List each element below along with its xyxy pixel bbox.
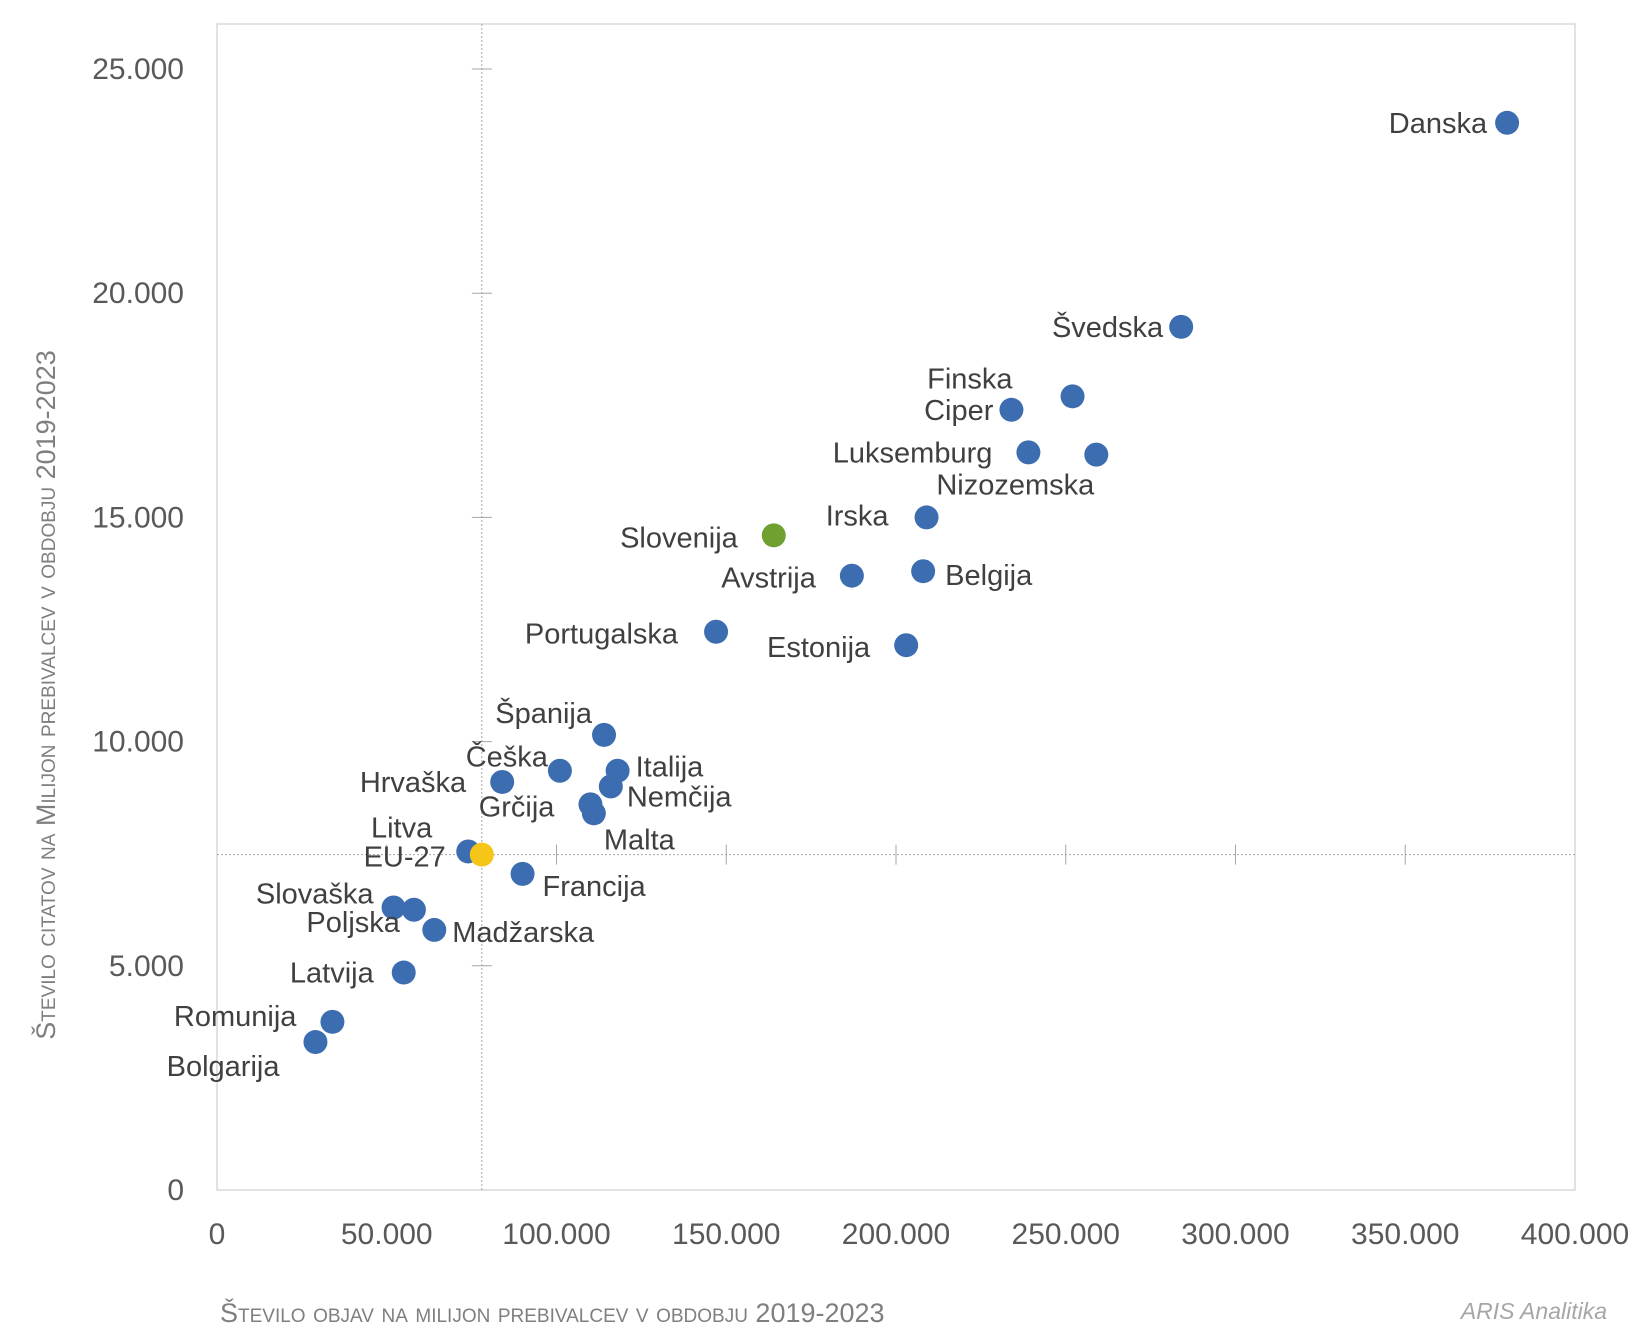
data-label: Hrvaška — [360, 767, 467, 799]
data-label: Španija — [495, 696, 593, 730]
data-label: Romunija — [174, 1001, 297, 1033]
x-axis-title: Število objav na milijon prebivalcev v o… — [220, 1298, 885, 1328]
x-tick-label: 100.000 — [502, 1218, 610, 1251]
data-point-francija — [510, 861, 535, 886]
x-tick-label: 400.000 — [1521, 1218, 1629, 1251]
x-tick-label: 200.000 — [842, 1218, 950, 1251]
data-point-avstrija — [839, 563, 864, 588]
data-label: Nemčija — [627, 781, 733, 813]
data-point-hrvaška — [490, 769, 515, 794]
data-point-slovenija — [761, 523, 786, 548]
data-label: Grčija — [479, 791, 556, 823]
data-label: Slovenija — [620, 522, 739, 554]
data-point-portugalska — [704, 619, 729, 644]
data-point-nizozemska — [1084, 442, 1109, 467]
data-point-češka — [547, 758, 572, 783]
data-label: Latvija — [290, 958, 375, 990]
y-axis-title: Število citatov na Milijon prebivalcev v… — [31, 350, 61, 1040]
x-axis-ticks: 0 50.000 100.000 150.000 200.000 250.000 300.0… — [209, 1218, 1630, 1251]
data-point-bolgarija — [303, 1030, 328, 1055]
data-point-madžarska — [422, 917, 447, 942]
y-tick-label: 10.000 — [92, 726, 184, 759]
data-point-finska — [1060, 384, 1085, 409]
y-tick-label: 5.000 — [109, 950, 184, 983]
data-label: Bolgarija — [167, 1051, 281, 1083]
data-point-eu-27 — [469, 842, 494, 867]
y-axis-ticks: 0 5.000 10.000 15.000 20.000 25.000 — [92, 53, 184, 1207]
data-point-španija — [592, 722, 617, 747]
data-point-poljska — [401, 897, 426, 922]
plot-border — [216, 23, 1576, 1191]
x-tick-label: 300.000 — [1181, 1218, 1289, 1251]
data-point-luksemburg — [1016, 440, 1041, 465]
y-tick-label: 0 — [167, 1174, 184, 1207]
data-label: Finska — [927, 363, 1013, 395]
data-point-švedska — [1169, 314, 1194, 339]
reference-lines — [217, 24, 1575, 1190]
data-point-malta — [581, 801, 606, 826]
data-point-nemčija — [598, 774, 623, 799]
data-label: Švedska — [1052, 310, 1164, 344]
data-label: Belgija — [945, 560, 1033, 592]
x-tick-label: 150.000 — [672, 1218, 780, 1251]
data-label: Estonija — [767, 632, 871, 664]
x-tick-label: 0 — [209, 1218, 226, 1251]
y-tick-label: 15.000 — [92, 501, 184, 534]
data-points — [303, 110, 1520, 1055]
x-tick-label: 250.000 — [1012, 1218, 1120, 1251]
source-credit: ARIS Analitika — [1460, 1298, 1607, 1324]
data-label: Luksemburg — [833, 437, 993, 469]
data-label: Nizozemska — [936, 470, 1095, 502]
data-label: Ciper — [924, 395, 994, 427]
plot-frame — [216, 23, 1576, 1191]
data-point-ciper — [999, 397, 1024, 422]
y-tick-label: 25.000 — [92, 53, 184, 86]
x-tick-label: 50.000 — [341, 1218, 433, 1251]
data-label: Francija — [543, 871, 647, 903]
data-point-estonija — [894, 633, 919, 658]
data-label: Češka — [466, 740, 549, 774]
data-label: Irska — [826, 500, 890, 532]
data-point-irska — [914, 505, 939, 530]
data-label: Slovaška — [256, 879, 375, 911]
data-point-slovaška — [381, 895, 406, 920]
data-label: Danska — [1389, 108, 1488, 140]
data-label: Portugalska — [525, 619, 679, 651]
data-label: Litva — [371, 812, 433, 844]
y-tick-label: 20.000 — [92, 277, 184, 310]
data-label: Malta — [604, 824, 676, 856]
data-point-belgija — [911, 559, 936, 584]
x-tick-label: 350.000 — [1351, 1218, 1459, 1251]
data-label: Avstrija — [721, 563, 816, 595]
data-point-romunija — [320, 1009, 345, 1034]
data-label: Madžarska — [452, 917, 595, 949]
data-label: Italija — [636, 752, 705, 784]
data-point-latvija — [391, 960, 416, 985]
data-label: Poljska — [306, 907, 400, 939]
data-label: EU-27 — [364, 842, 446, 874]
data-point-danska — [1495, 110, 1520, 135]
